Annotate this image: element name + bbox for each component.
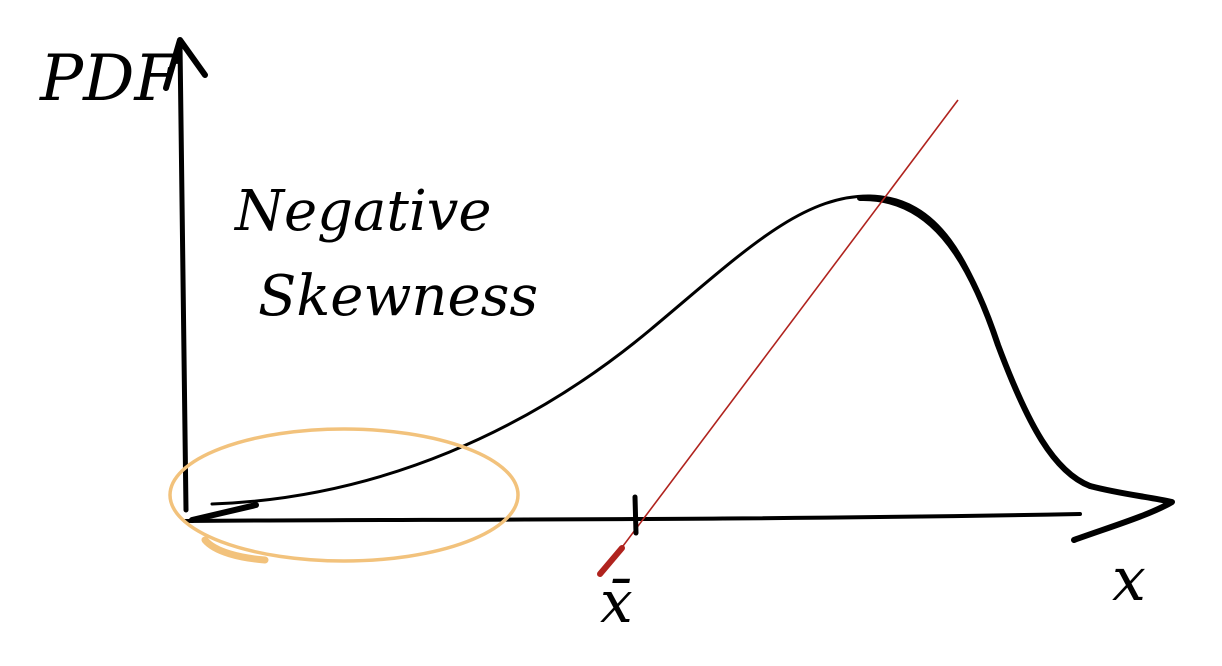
pdf-curve-right-emphasis	[857, 194, 1093, 489]
tail-highlight-ellipse	[168, 427, 520, 563]
tail-highlight-thick-stroke	[201, 536, 269, 564]
mean-tick	[632, 494, 639, 536]
tail-stroke	[189, 502, 259, 523]
mean-line	[601, 99, 959, 575]
y-axis-label: PDF	[39, 42, 181, 116]
annotation-line-2: Skewness	[258, 264, 538, 329]
annotation-line-1: Negative	[233, 179, 492, 244]
x-axis-label: x	[1112, 545, 1146, 615]
y-axis	[177, 42, 189, 513]
x-axis	[183, 512, 1082, 523]
mean-label: x̄	[600, 568, 633, 636]
mean-line-base-stroke	[597, 545, 625, 577]
y-axis-arrowhead	[163, 37, 208, 91]
x-axis-arrowhead	[1071, 483, 1175, 543]
